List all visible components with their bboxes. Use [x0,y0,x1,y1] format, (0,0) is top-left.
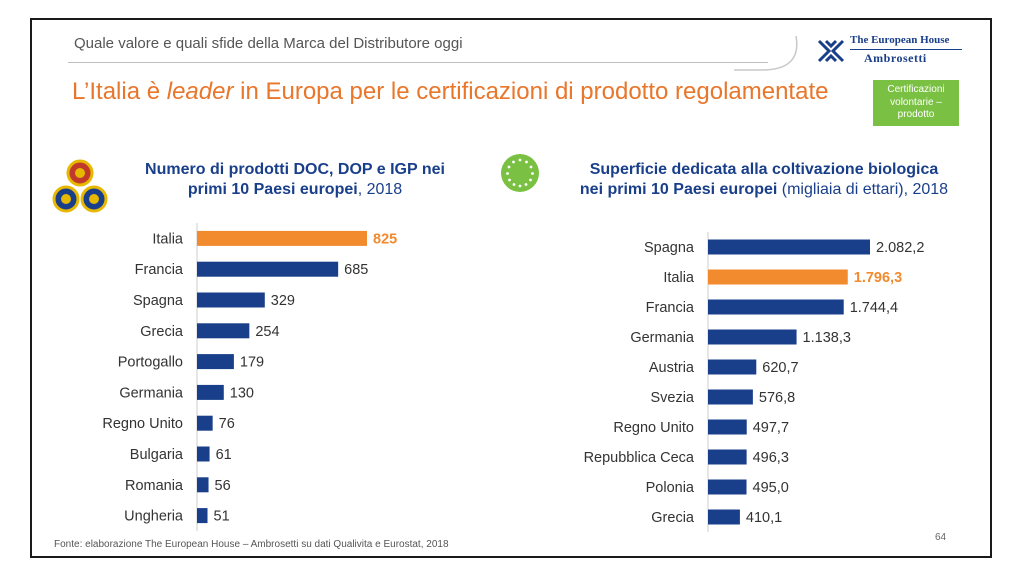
chart-0-bar [197,477,209,493]
chart-1-category-label: Regno Unito [613,420,694,436]
chart-1-bar [708,389,753,405]
chart-0-bar [197,323,250,339]
slide: Quale valore e quali sfide della Marca d… [30,18,992,558]
dop-igp-seals-icon [52,159,108,213]
chart-1-bar [708,479,747,495]
chart-1-value-label: 410,1 [746,510,782,526]
left-title-line2-bold: primi 10 Paesi europei [187,181,358,198]
chart-0-bar [197,292,265,308]
chart-0-bar [197,384,224,400]
eu-organic-leaf-icon [501,154,539,192]
chart-0-category-label: Bulgaria [130,447,184,463]
chart-1-category-label: Polonia [646,480,695,496]
chart-0-category-label: Germania [119,385,184,401]
chart-1-value-label: 497,7 [753,420,789,436]
chart-1-category-label: Repubblica Ceca [584,450,695,466]
brand-name-line1: The European House [850,34,950,46]
chart-0-category-label: Regno Unito [102,416,183,432]
chart-1-bar [708,269,848,285]
decorative-curve [734,35,798,71]
right-title-line1: Superficie dedicata alla coltivazione bi… [589,161,939,178]
chart-0-value-label: 329 [271,293,295,309]
chart-0-value-label: 130 [230,385,254,401]
chart-1-bar [708,509,740,525]
headline-pre: L’Italia è [72,78,167,105]
brand-rule [850,49,962,50]
chart-0-bar [197,261,339,277]
chart-1-category-label: Spagna [644,240,695,256]
chart-0-value-label: 61 [216,447,232,463]
chart-0-category-label: Spagna [133,293,184,309]
chart-0-bar [197,415,213,431]
chart-1-bar [708,359,757,375]
chart-1-value-label: 495,0 [753,480,789,496]
chart-1-category-label: Italia [663,270,695,286]
chart-1-value-label: 1.138,3 [803,330,851,346]
headline-post: in Europa per le certificazioni di prodo… [233,78,829,105]
chart-0-category-label: Francia [135,262,184,278]
chart-1-value-label: 1.744,4 [850,300,898,316]
chart-1-value-label: 1.796,3 [854,270,902,286]
page-number: 64 [935,532,947,543]
certification-badge: Certificazioni volontarie – prodotto [873,80,959,126]
chart-1-category-label: Grecia [651,510,695,526]
chart-0-value-label: 76 [219,416,235,432]
chart-0-value-label: 254 [255,324,279,340]
chart-1-category-label: Francia [646,300,695,316]
right-bar-chart: Spagna 2.082,2 Italia 1.796,3 Francia 1.744,4… [584,232,924,532]
chart-0-value-label: 51 [214,509,230,525]
left-title-line2-rest: , 2018 [357,181,403,198]
chart-1-value-label: 576,8 [759,390,795,406]
chart-1-value-label: 2.082,2 [876,240,924,256]
chart-1-category-label: Austria [649,360,695,376]
chart-0-category-label: Italia [152,231,184,247]
chart-0-value-label: 179 [240,355,264,371]
chart-1-category-label: Germania [630,330,695,346]
chart-0-bar [197,508,208,524]
chart-0-category-label: Ungheria [124,509,184,525]
chart-1-bar [708,449,747,465]
chart-1-bar [708,329,797,345]
brand-logo: The European House Ambrosetti [816,32,976,72]
chart-1-category-label: Svezia [650,390,694,406]
chart-0-bar [197,446,210,462]
right-chart-title: Superficie dedicata alla coltivazione bi… [534,160,994,200]
source-note: Fonte: elaborazione The European House –… [54,539,449,550]
left-title-line1: Numero di prodotti DOC, DOP e IGP nei [145,161,445,178]
headline-emphasis: leader [166,78,234,105]
chart-0-value-label: 685 [344,262,368,278]
top-rule [68,62,768,63]
headline: L’Italia è leader in Europa per le certi… [72,78,828,106]
brand-name-line2: Ambrosetti [864,51,927,65]
chart-0-value-label: 56 [215,478,231,494]
chart-0-category-label: Romania [125,478,184,494]
chart-1-bar [708,239,870,255]
chart-0-category-label: Portogallo [118,355,183,371]
chart-0-bar [197,354,234,370]
chart-0-value-label: 825 [373,231,397,247]
right-title-line2-bold: nei primi 10 Paesi europei [579,181,778,198]
slide-topic: Quale valore e quali sfide della Marca d… [74,35,463,52]
chart-1-value-label: 620,7 [762,360,798,376]
teha-logo-icon [817,39,845,63]
chart-0-bar [197,230,367,246]
chart-1-bar [708,299,844,315]
chart-1-value-label: 496,3 [753,450,789,466]
left-bar-chart: Italia 825 Francia 685 Spagna 329 Grecia 254 Por… [102,223,397,531]
right-title-line2-rest: (migliaia di ettari), 2018 [777,181,949,198]
chart-0-category-label: Grecia [140,324,184,340]
chart-1-bar [708,419,747,435]
left-chart-title: Numero di prodotti DOC, DOP e IGP nei pr… [110,160,480,200]
